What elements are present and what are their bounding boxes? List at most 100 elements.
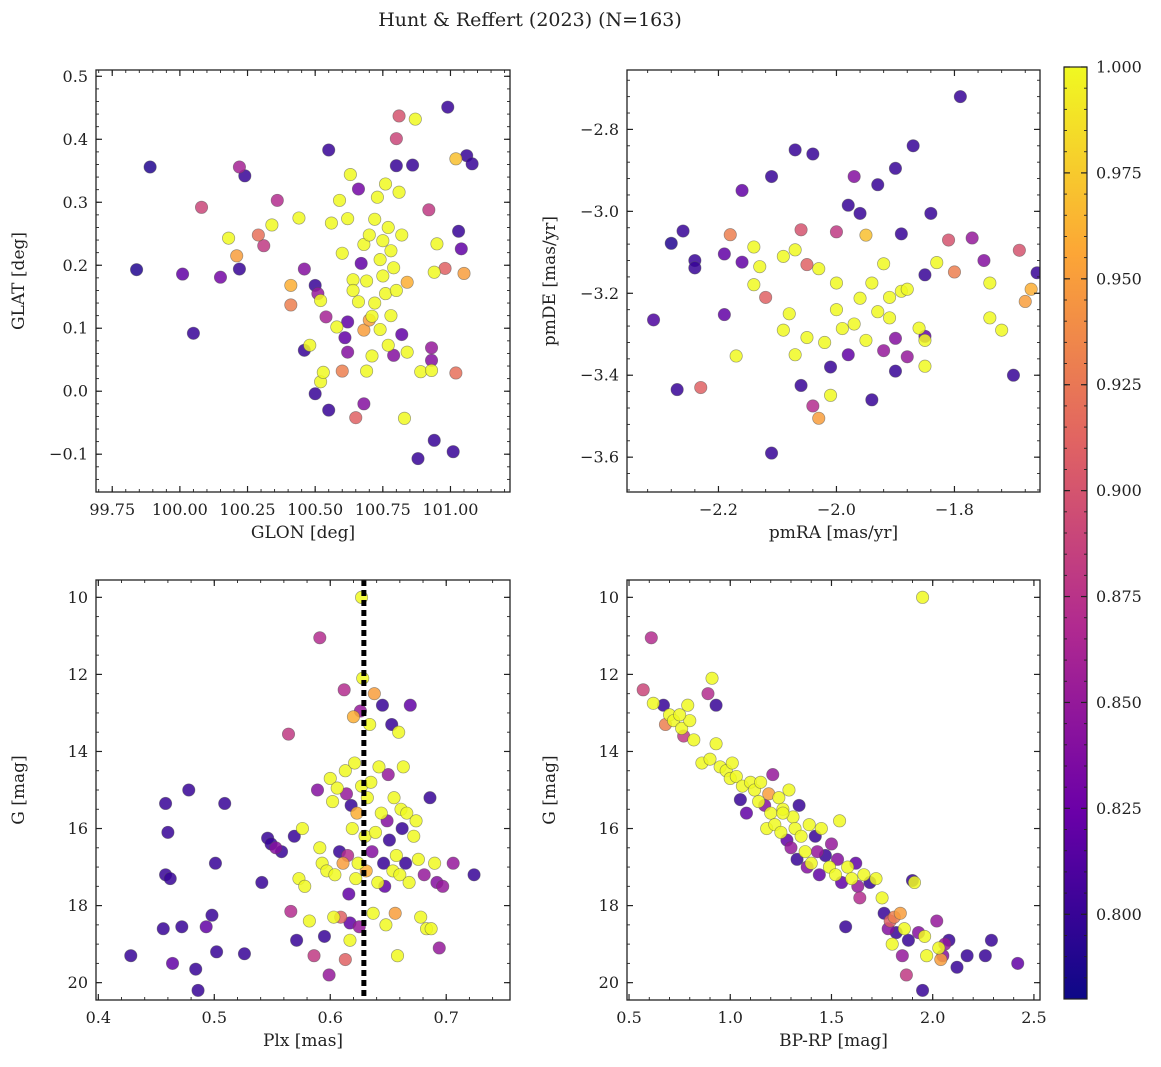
data-point bbox=[983, 311, 997, 325]
y-tick-label: 20 bbox=[68, 973, 88, 992]
data-point bbox=[829, 225, 843, 239]
data-point bbox=[400, 806, 414, 820]
colorbar-tick-label: 0.900 bbox=[1096, 481, 1142, 500]
data-point bbox=[322, 143, 336, 157]
data-point bbox=[810, 845, 824, 859]
data-point bbox=[441, 100, 455, 114]
data-point bbox=[199, 920, 213, 934]
data-point bbox=[387, 261, 401, 275]
data-point bbox=[888, 331, 902, 345]
data-point bbox=[941, 233, 956, 247]
data-point bbox=[336, 856, 350, 870]
data-point bbox=[307, 949, 321, 963]
data-point bbox=[907, 875, 922, 890]
colorbar-tick-label: 0.850 bbox=[1096, 693, 1142, 712]
data-point bbox=[346, 283, 360, 297]
data-point bbox=[1030, 266, 1040, 280]
data-point bbox=[457, 266, 471, 280]
data-point bbox=[284, 298, 298, 312]
data-point bbox=[888, 161, 902, 175]
y-tick-label: 0.4 bbox=[63, 130, 88, 149]
data-point bbox=[934, 952, 948, 967]
data-point bbox=[1018, 294, 1032, 309]
data-point bbox=[395, 821, 409, 836]
data-point bbox=[348, 756, 362, 770]
data-point bbox=[308, 387, 322, 401]
data-point bbox=[341, 315, 355, 329]
data-point bbox=[776, 323, 790, 337]
data-point bbox=[824, 837, 839, 851]
plot-frame bbox=[626, 579, 1041, 1001]
data-point bbox=[414, 365, 428, 379]
data-point bbox=[670, 383, 684, 397]
data-point bbox=[847, 317, 861, 331]
data-point bbox=[776, 249, 790, 263]
data-point bbox=[194, 200, 209, 214]
data-point bbox=[806, 147, 820, 161]
data-point bbox=[893, 906, 907, 920]
data-point bbox=[735, 255, 749, 269]
data-point bbox=[330, 781, 344, 795]
data-point bbox=[338, 331, 352, 345]
x-tick-label: 0.7 bbox=[433, 1008, 458, 1027]
data-point bbox=[284, 904, 298, 918]
data-point bbox=[161, 825, 175, 839]
data-point bbox=[342, 887, 356, 901]
data-point bbox=[888, 364, 902, 378]
data-point bbox=[351, 295, 366, 309]
data-point bbox=[384, 309, 398, 323]
data-point bbox=[794, 223, 808, 237]
data-point bbox=[360, 274, 374, 288]
data-point bbox=[800, 330, 814, 345]
data-point bbox=[675, 721, 689, 735]
data-point bbox=[875, 891, 889, 905]
data-point bbox=[357, 323, 371, 337]
data-point bbox=[343, 933, 357, 947]
data-point bbox=[830, 852, 845, 866]
data-point bbox=[367, 687, 381, 701]
data-point bbox=[374, 806, 388, 820]
data-point bbox=[381, 338, 395, 352]
x-tick-label: 0.5 bbox=[616, 1008, 641, 1027]
data-point bbox=[869, 872, 883, 886]
data-point bbox=[396, 760, 410, 774]
data-point bbox=[681, 698, 695, 712]
data-point bbox=[788, 243, 802, 257]
data-point bbox=[1024, 282, 1038, 296]
data-point bbox=[454, 242, 468, 256]
data-point bbox=[833, 814, 847, 828]
data-point bbox=[646, 313, 661, 327]
colorbar-tick-label: 0.825 bbox=[1096, 799, 1142, 818]
data-point bbox=[176, 267, 190, 281]
plot-frame bbox=[95, 69, 511, 493]
data-point bbox=[772, 791, 786, 805]
colorbar-tick-label: 0.950 bbox=[1096, 269, 1142, 288]
data-point bbox=[812, 262, 826, 276]
data-point bbox=[465, 157, 479, 171]
data-point bbox=[389, 159, 403, 173]
y-tick-label: −3.4 bbox=[580, 366, 619, 385]
y-tick-label: 12 bbox=[599, 665, 619, 684]
data-point bbox=[882, 290, 897, 304]
data-point bbox=[960, 949, 974, 963]
data-point bbox=[310, 783, 325, 797]
data-point bbox=[924, 206, 938, 220]
data-point bbox=[794, 829, 808, 843]
data-point bbox=[806, 399, 820, 413]
data-point bbox=[920, 949, 934, 963]
data-point bbox=[764, 169, 779, 184]
data-point bbox=[847, 169, 861, 184]
data-point bbox=[753, 260, 767, 274]
data-point bbox=[802, 818, 816, 832]
data-point bbox=[995, 323, 1009, 337]
data-point bbox=[345, 821, 359, 836]
data-point bbox=[427, 265, 441, 279]
data-point bbox=[319, 310, 333, 324]
x-tick-label: 101.00 bbox=[422, 500, 478, 519]
data-point bbox=[828, 868, 843, 882]
data-point bbox=[346, 710, 360, 724]
data-point bbox=[354, 256, 368, 270]
data-point bbox=[436, 879, 450, 893]
data-point bbox=[213, 270, 228, 284]
data-point bbox=[424, 363, 439, 377]
